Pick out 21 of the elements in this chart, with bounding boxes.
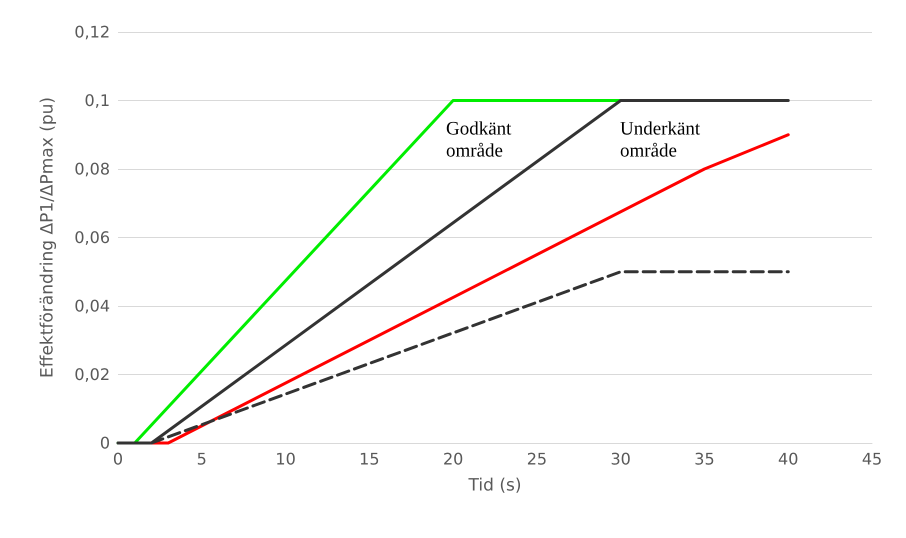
x-tick-label: 10 xyxy=(275,450,296,468)
x-tick-label: 5 xyxy=(196,450,207,468)
y-tick-label: 0,02 xyxy=(74,365,110,384)
x-tick-label: 40 xyxy=(778,450,798,468)
x-tick-label: 45 xyxy=(862,450,882,468)
x-tick-label: 30 xyxy=(610,450,631,468)
y-axis-title: Effektförändring ΔP1/ΔPmax (pu) xyxy=(38,96,58,378)
y-tick-label: 0,06 xyxy=(74,228,110,247)
x-tick-label: 35 xyxy=(694,450,715,468)
y-tick-label: 0,08 xyxy=(74,160,110,178)
x-tick-label: 20 xyxy=(442,450,464,468)
annotation: Underkänt område xyxy=(620,118,701,162)
y-tick-label: 0,04 xyxy=(74,296,110,316)
annotation: Godkänt område xyxy=(446,118,512,162)
x-axis-title: Tid (s) xyxy=(468,476,522,496)
y-tick-label: 0,1 xyxy=(84,91,110,110)
x-tick-label: 25 xyxy=(526,450,548,468)
x-tick-label: 15 xyxy=(359,450,380,468)
y-tick-label: 0,12 xyxy=(74,22,110,42)
x-tick-label: 0 xyxy=(112,450,124,468)
y-tick-label: 0 xyxy=(100,434,110,452)
